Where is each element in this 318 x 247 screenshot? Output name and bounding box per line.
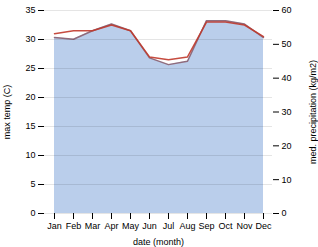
svg-text:60: 60 (282, 5, 292, 15)
svg-text:med. precipitation (kg/m2): med. precipitation (kg/m2) (308, 60, 318, 164)
svg-text:Jul: Jul (163, 221, 175, 231)
svg-text:Jan: Jan (47, 221, 62, 231)
svg-text:Jun: Jun (142, 221, 157, 231)
svg-text:10: 10 (25, 150, 35, 160)
svg-text:10: 10 (282, 175, 292, 185)
svg-text:max temp (C): max temp (C) (2, 85, 12, 140)
svg-text:Apr: Apr (104, 221, 118, 231)
svg-text:20: 20 (25, 92, 35, 102)
svg-text:0: 0 (282, 208, 287, 218)
svg-text:0: 0 (30, 208, 35, 218)
svg-text:20: 20 (282, 141, 292, 151)
svg-text:40: 40 (282, 73, 292, 83)
svg-text:date (month): date (month) (133, 237, 184, 247)
svg-text:30: 30 (25, 34, 35, 44)
svg-text:35: 35 (25, 5, 35, 15)
svg-text:Nov: Nov (236, 221, 253, 231)
svg-text:Sep: Sep (198, 221, 214, 231)
svg-text:Dec: Dec (255, 221, 272, 231)
svg-text:Oct: Oct (218, 221, 233, 231)
svg-text:Mar: Mar (85, 221, 101, 231)
svg-text:25: 25 (25, 63, 35, 73)
svg-text:May: May (122, 221, 140, 231)
svg-text:Aug: Aug (179, 221, 195, 231)
svg-text:50: 50 (282, 39, 292, 49)
svg-text:5: 5 (30, 179, 35, 189)
svg-text:15: 15 (25, 121, 35, 131)
svg-text:Feb: Feb (66, 221, 82, 231)
svg-text:30: 30 (282, 107, 292, 117)
